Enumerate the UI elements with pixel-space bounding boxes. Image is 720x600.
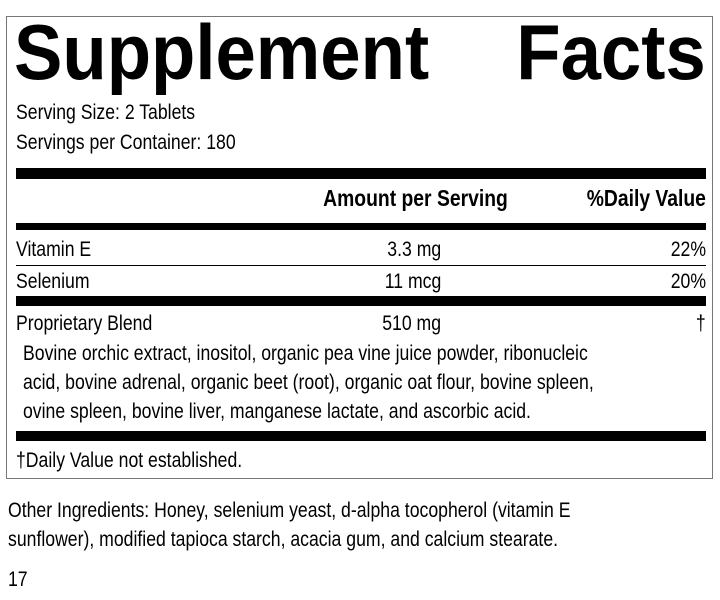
- divider-thin: [16, 265, 706, 266]
- divider-thick: [16, 168, 706, 179]
- title-facts: Facts: [516, 8, 706, 96]
- serving-size: Serving Size: 2 Tablets: [16, 101, 196, 124]
- row-amount: 510 mg: [382, 312, 441, 335]
- divider-thick: [16, 223, 706, 230]
- supplement-facts-panel: [6, 16, 713, 479]
- divider-thick: [16, 431, 706, 441]
- row-name: Selenium: [16, 270, 90, 293]
- header-daily-value: %Daily Value: [586, 185, 706, 211]
- other-ingredients-line: Other Ingredients: Honey, selenium yeast…: [8, 499, 571, 522]
- blend-ingredients-line: acid, bovine adrenal, organic beet (root…: [23, 371, 594, 394]
- row-dv: 20%: [670, 270, 706, 293]
- divider-thick: [16, 296, 706, 306]
- row-dv: †: [696, 312, 706, 335]
- blend-ingredients-line: Bovine orchic extract, inositol, organic…: [23, 342, 588, 365]
- row-name: Vitamin E: [16, 238, 92, 261]
- row-amount: 11 mcg: [384, 270, 441, 293]
- header-amount: Amount per Serving: [323, 185, 508, 211]
- page-number: 17: [8, 568, 28, 591]
- row-amount: 3.3 mg: [387, 238, 441, 261]
- row-name: Proprietary Blend: [16, 312, 153, 335]
- footnote: †Daily Value not established.: [16, 449, 243, 472]
- servings-per-container: Servings per Container: 180: [16, 131, 236, 154]
- other-ingredients-line: sunflower), modified tapioca starch, aca…: [8, 528, 559, 551]
- blend-ingredients-line: ovine spleen, bovine liver, manganese la…: [23, 400, 531, 423]
- title-supplement: Supplement: [14, 8, 430, 96]
- row-dv: 22%: [670, 238, 706, 261]
